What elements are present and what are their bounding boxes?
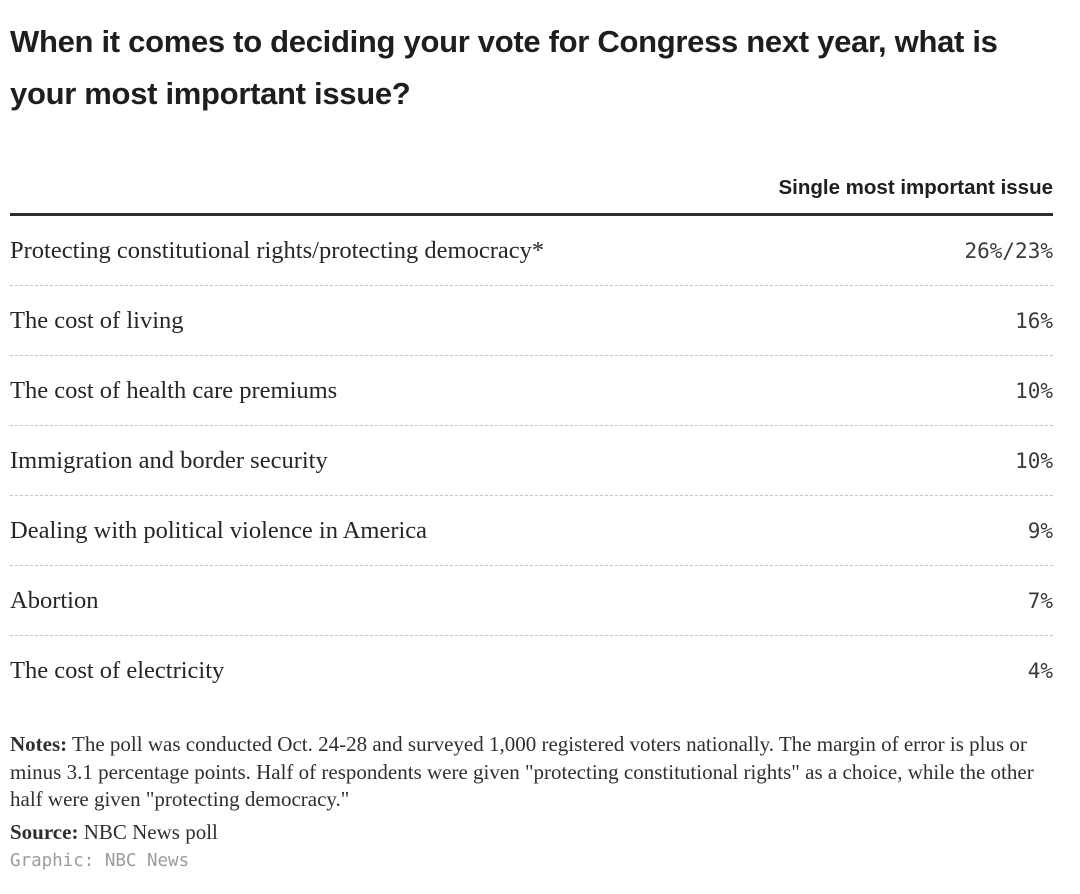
poll-table-graphic: When it comes to deciding your vote for … [10,24,1053,871]
issue-value: 10% [1015,378,1053,403]
source-line: Source: NBC News poll [10,819,1053,845]
column-header-single-most-important-issue: Single most important issue [778,176,1053,199]
table-row: Protecting constitutional rights/protect… [10,216,1053,286]
graphic-credit-line: Graphic: NBC News [10,850,190,871]
issue-value: 10% [1015,448,1053,473]
issue-value: 9% [1027,518,1053,543]
chart-title: When it comes to deciding your vote for … [10,24,998,111]
table-row: Immigration and border security 10% [10,426,1053,496]
source-text: NBC News poll [78,819,218,844]
table-header-row: Single most important issue [10,176,1053,216]
issue-label: The cost of electricity [10,656,225,684]
issue-value: 4% [1027,658,1053,683]
table-row: The cost of living 16% [10,286,1053,356]
issue-label: The cost of living [10,306,184,334]
table-body: Protecting constitutional rights/protect… [10,216,1053,705]
issue-label: The cost of health care premiums [10,376,338,404]
issue-label: Abortion [10,586,99,614]
issue-value: 7% [1027,588,1053,613]
issue-label: Protecting constitutional rights/protect… [10,236,545,264]
table-row: Dealing with political violence in Ameri… [10,496,1053,566]
issue-value: 26%/23% [964,238,1053,263]
notes-text: The poll was conducted Oct. 24-28 and su… [10,732,1034,811]
issue-label: Immigration and border security [10,446,328,474]
notes-paragraph: Notes: The poll was conducted Oct. 24-28… [10,731,1053,814]
table-row: The cost of health care premiums 10% [10,356,1053,426]
issue-label: Dealing with political violence in Ameri… [10,516,428,544]
table-row: The cost of electricity 4% [10,636,1053,705]
notes-label: Notes: [10,732,68,756]
issue-value: 16% [1015,308,1053,333]
source-label: Source: [10,819,79,844]
table-row: Abortion 7% [10,566,1053,636]
